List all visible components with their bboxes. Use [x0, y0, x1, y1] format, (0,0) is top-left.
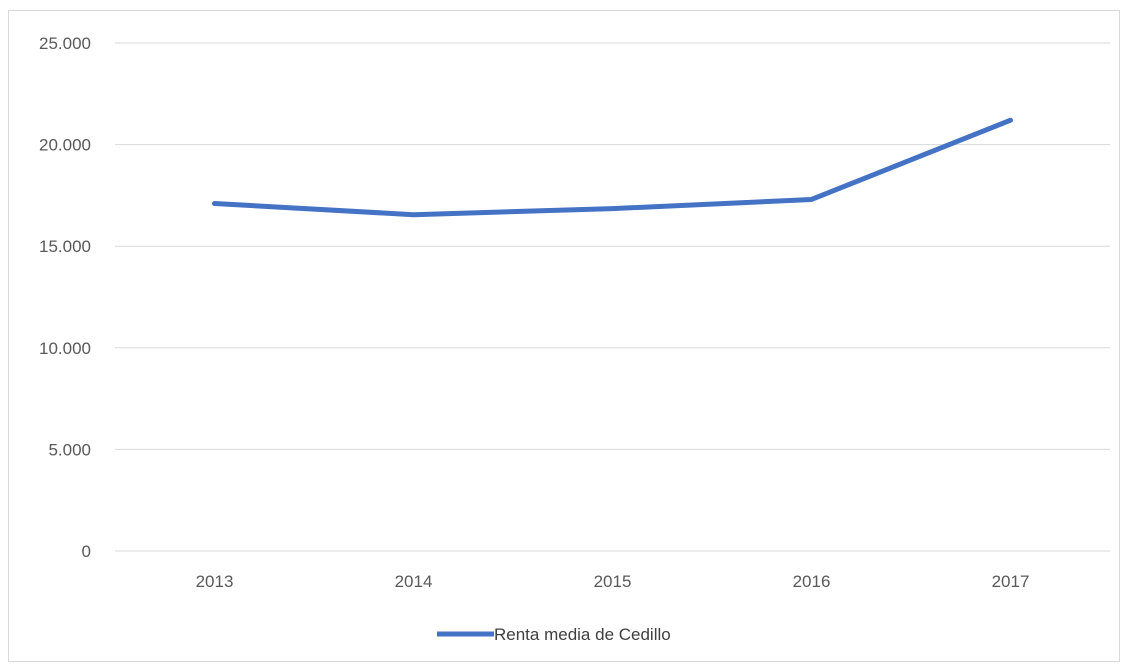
- x-tick-label: 2017: [992, 572, 1030, 591]
- gridlines: [115, 42, 1110, 552]
- legend-label: Renta media de Cedillo: [494, 625, 671, 644]
- y-tick-label: 15.000: [39, 237, 91, 256]
- y-tick-label: 20.000: [39, 136, 91, 155]
- chart-frame: [8, 10, 1120, 662]
- x-tick-label: 2016: [793, 572, 831, 591]
- series-layer: [212, 117, 1013, 218]
- y-tick-label: 0: [82, 542, 91, 561]
- x-tick-label: 2013: [196, 572, 234, 591]
- y-tick-label: 25.000: [39, 34, 91, 53]
- y-tick-label: 10.000: [39, 339, 91, 358]
- x-axis-tick-labels: 2013 2014 2015 2016 2017: [196, 572, 1030, 591]
- series-line: [212, 117, 1013, 218]
- x-tick-label: 2015: [594, 572, 632, 591]
- legend: Renta media de Cedillo: [437, 625, 671, 644]
- y-tick-label: 5.000: [48, 440, 91, 459]
- y-axis-tick-labels: 0 5.000 10.000 15.000 20.000 25.000: [39, 34, 91, 561]
- x-tick-label: 2014: [395, 572, 433, 591]
